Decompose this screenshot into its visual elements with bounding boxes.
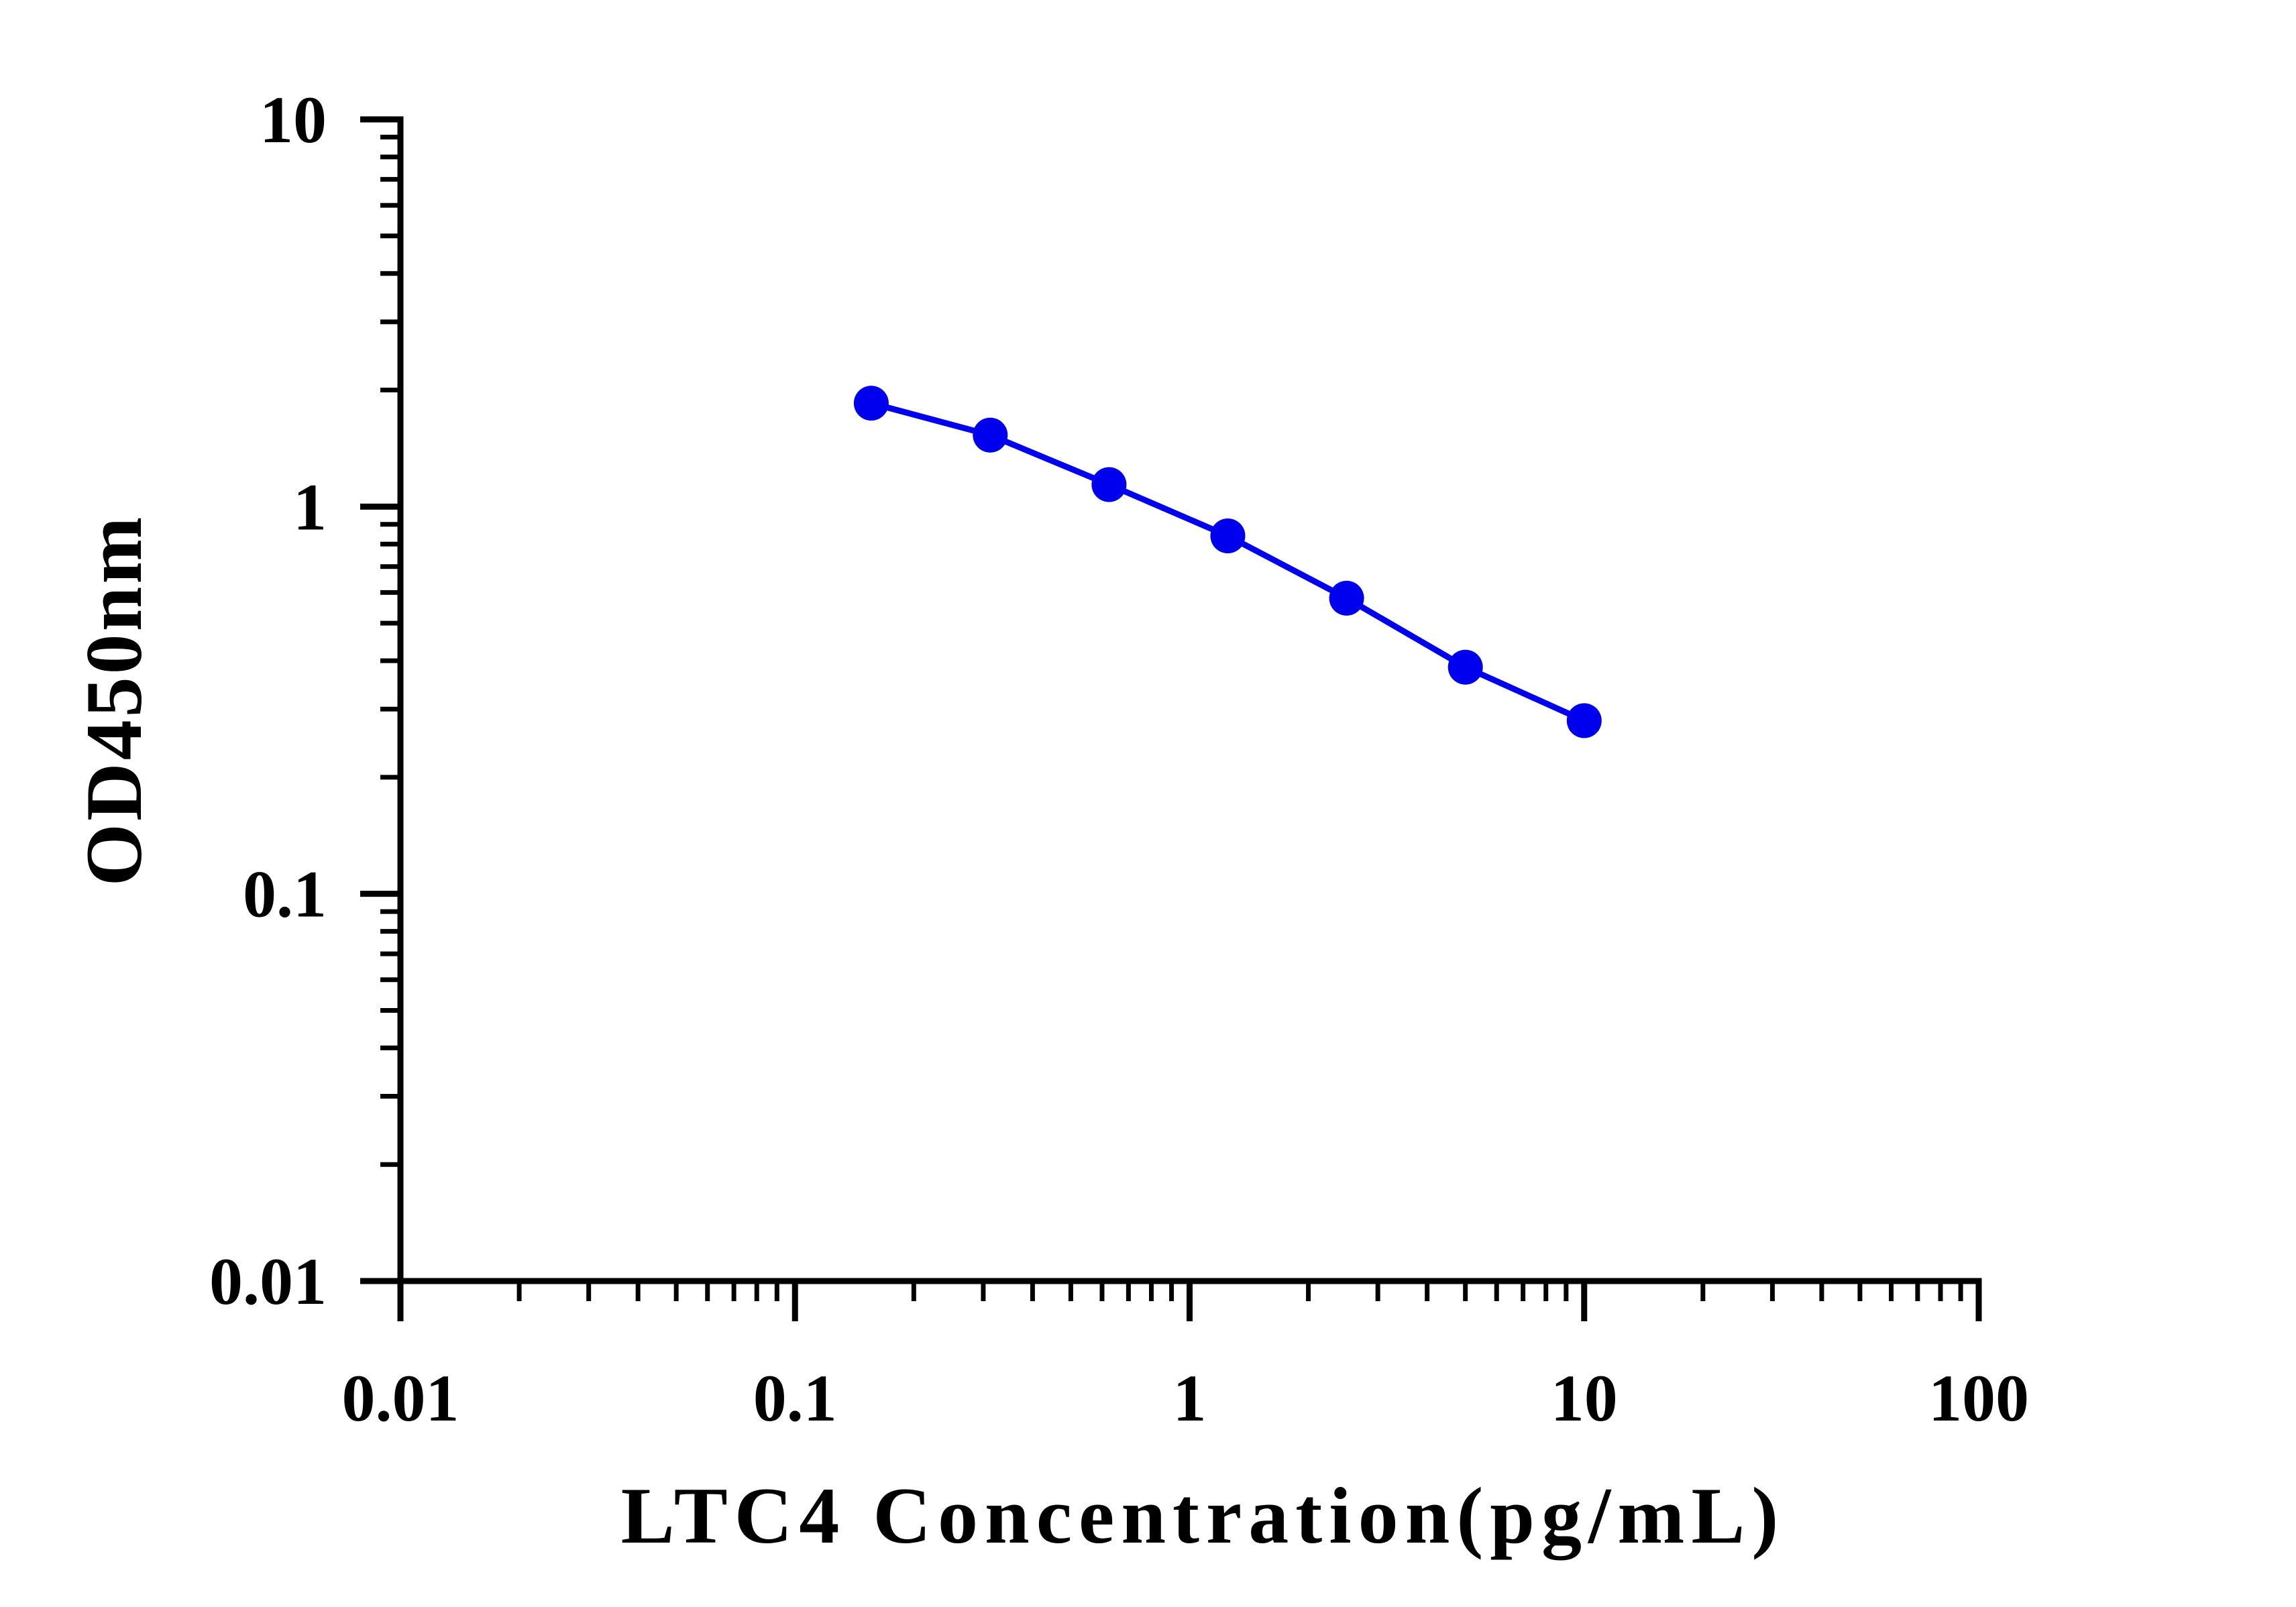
data-point (1566, 703, 1602, 738)
data-point (1329, 580, 1364, 616)
data-point (1091, 467, 1127, 502)
data-point (1210, 518, 1246, 553)
x-tick-label: 10 (1551, 1361, 1618, 1435)
x-tick-label: 100 (1928, 1361, 2029, 1435)
y-tick-label: 0.01 (209, 1244, 327, 1319)
axes: 0.01 0.1 1 10 100 0.01 0.1 1 10 (209, 82, 2029, 1435)
data-point (973, 417, 1008, 453)
data-point (1447, 649, 1483, 685)
x-tick-label: 0.1 (753, 1361, 837, 1435)
x-axis-title: LTC4 Concentration(pg/mL) (621, 1471, 1786, 1561)
y-tick-label: 10 (260, 82, 327, 157)
x-tick-label: 1 (1173, 1361, 1207, 1435)
x-tick-label: 0.01 (342, 1361, 459, 1435)
y-axis-title: OD450nm (69, 514, 158, 887)
y-tick-label: 0.1 (243, 857, 327, 932)
data-point (853, 386, 889, 421)
y-tick-label: 1 (293, 469, 327, 544)
series-layer (853, 386, 1602, 738)
